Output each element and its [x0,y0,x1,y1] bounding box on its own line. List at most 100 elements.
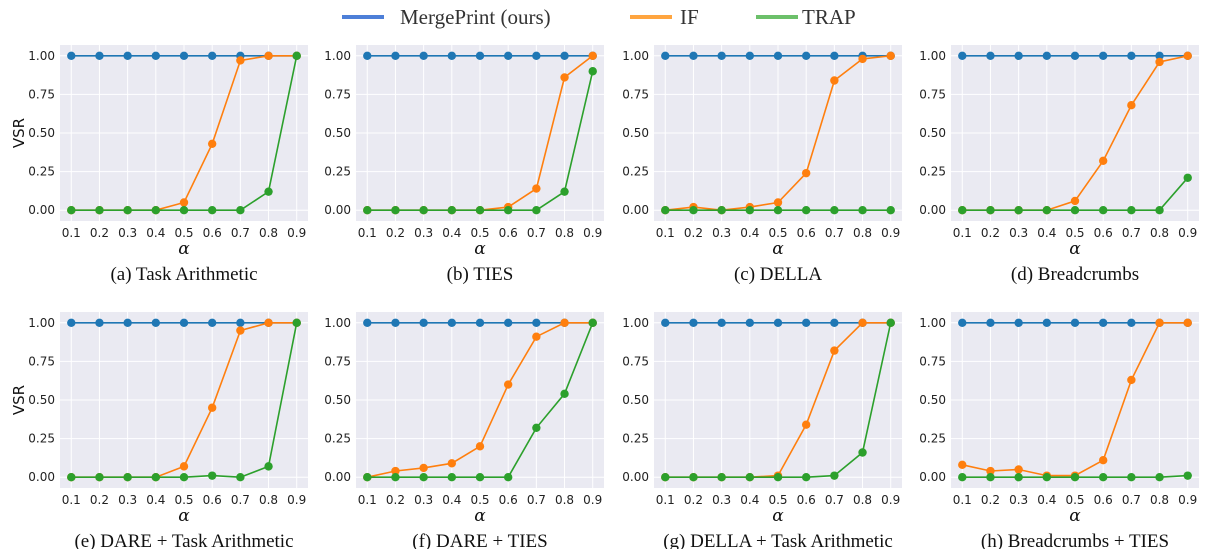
data-point-0 [67,51,76,61]
x-axis-label: α [772,506,784,526]
x-tick-label: 0.8 [259,493,278,507]
panel-caption: (c) DELLA [734,264,822,285]
data-point-2 [292,318,301,328]
data-point-1 [1183,51,1192,61]
y-tick-label: 0.00 [919,203,946,217]
y-axis-label: VSR [10,385,28,415]
y-tick-label: 1.00 [28,49,55,63]
data-point-0 [123,318,132,328]
data-point-2 [986,472,995,482]
x-axis-label: α [474,239,486,259]
data-point-2 [151,472,161,482]
x-tick-label: 0.9 [881,493,900,507]
data-point-2 [363,472,372,482]
data-point-0 [475,318,485,328]
y-tick-label: 0.25 [28,165,55,179]
data-point-1 [532,184,541,193]
data-point-2 [1183,471,1192,480]
legend-label-0: MergePrint (ours) [400,5,551,29]
y-tick-label: 0.75 [28,87,55,101]
data-point-2 [773,472,783,482]
x-tick-label: 0.7 [825,226,844,240]
x-tick-label: 0.6 [203,226,222,240]
data-point-0 [1014,318,1023,328]
data-point-2 [503,205,513,215]
x-tick-label: 0.7 [825,493,844,507]
y-tick-label: 0.50 [324,126,351,140]
data-point-0 [419,51,428,61]
data-point-0 [689,318,698,328]
chart-panel-6: 0.00 0.25 0.50 0.75 1.00 0.1 0.2 0.3 0.4 0.5 0.6 0.… [622,312,902,549]
data-point-2 [447,205,457,215]
data-point-0 [207,318,217,328]
data-point-2 [532,423,541,432]
x-tick-label: 0.7 [527,493,546,507]
data-point-0 [661,318,670,328]
x-tick-label: 0.7 [527,226,546,240]
data-point-0 [1042,51,1052,61]
legend-label-2: TRAP [802,5,856,29]
x-tick-label: 0.2 [386,493,405,507]
y-tick-label: 0.75 [919,354,946,368]
data-point-0 [207,51,217,61]
data-point-2 [95,205,104,215]
x-tick-label: 0.5 [174,226,193,240]
data-point-0 [1155,51,1164,61]
x-axis-label: α [178,506,190,526]
x-tick-label: 0.1 [358,493,377,507]
x-tick-label: 0.1 [953,493,972,507]
x-tick-label: 0.6 [499,493,518,507]
x-tick-label: 0.9 [583,493,602,507]
y-tick-label: 0.00 [324,470,351,484]
data-point-0 [447,51,457,61]
data-point-2 [1098,472,1108,482]
x-tick-label: 0.9 [1178,226,1197,240]
data-point-2 [661,472,670,482]
data-point-1 [236,326,245,335]
x-tick-label: 0.2 [90,226,109,240]
x-tick-label: 0.6 [797,493,816,507]
y-tick-label: 0.50 [919,126,946,140]
x-tick-label: 0.2 [386,226,405,240]
data-point-2 [717,472,726,482]
x-tick-label: 0.2 [90,493,109,507]
y-tick-label: 0.25 [622,432,649,446]
y-tick-label: 1.00 [622,316,649,330]
data-point-1 [1014,465,1023,474]
data-point-1 [560,318,569,328]
x-tick-label: 0.5 [470,493,489,507]
data-point-0 [689,51,698,61]
x-tick-label: 0.3 [1009,493,1028,507]
x-tick-label: 0.3 [414,226,433,240]
data-point-2 [1155,472,1164,482]
legend-label-1: IF [680,5,699,29]
data-point-1 [858,54,867,64]
data-point-2 [475,205,485,215]
data-point-2 [95,472,104,482]
data-point-2 [264,187,273,196]
data-point-0 [1042,318,1052,328]
x-tick-label: 0.6 [203,493,222,507]
x-tick-label: 0.9 [287,226,306,240]
y-tick-label: 0.75 [622,354,649,368]
x-tick-label: 0.1 [358,226,377,240]
x-tick-label: 0.2 [981,493,1000,507]
y-tick-label: 0.50 [622,393,649,407]
panel-caption: (f) DARE + TIES [412,531,547,549]
x-tick-label: 0.8 [853,226,872,240]
y-tick-label: 0.25 [28,432,55,446]
x-tick-label: 0.6 [499,226,518,240]
x-tick-label: 0.4 [442,493,461,507]
data-point-2 [1014,205,1023,215]
x-tick-label: 0.4 [740,226,759,240]
data-point-2 [689,472,698,482]
data-point-1 [1155,318,1164,328]
data-point-2 [179,205,189,215]
data-point-2 [391,472,400,482]
data-point-0 [391,51,400,61]
y-tick-label: 0.75 [919,87,946,101]
x-tick-label: 0.5 [470,226,489,240]
y-tick-label: 0.00 [28,203,55,217]
y-tick-label: 1.00 [324,49,351,63]
data-point-2 [179,472,189,482]
